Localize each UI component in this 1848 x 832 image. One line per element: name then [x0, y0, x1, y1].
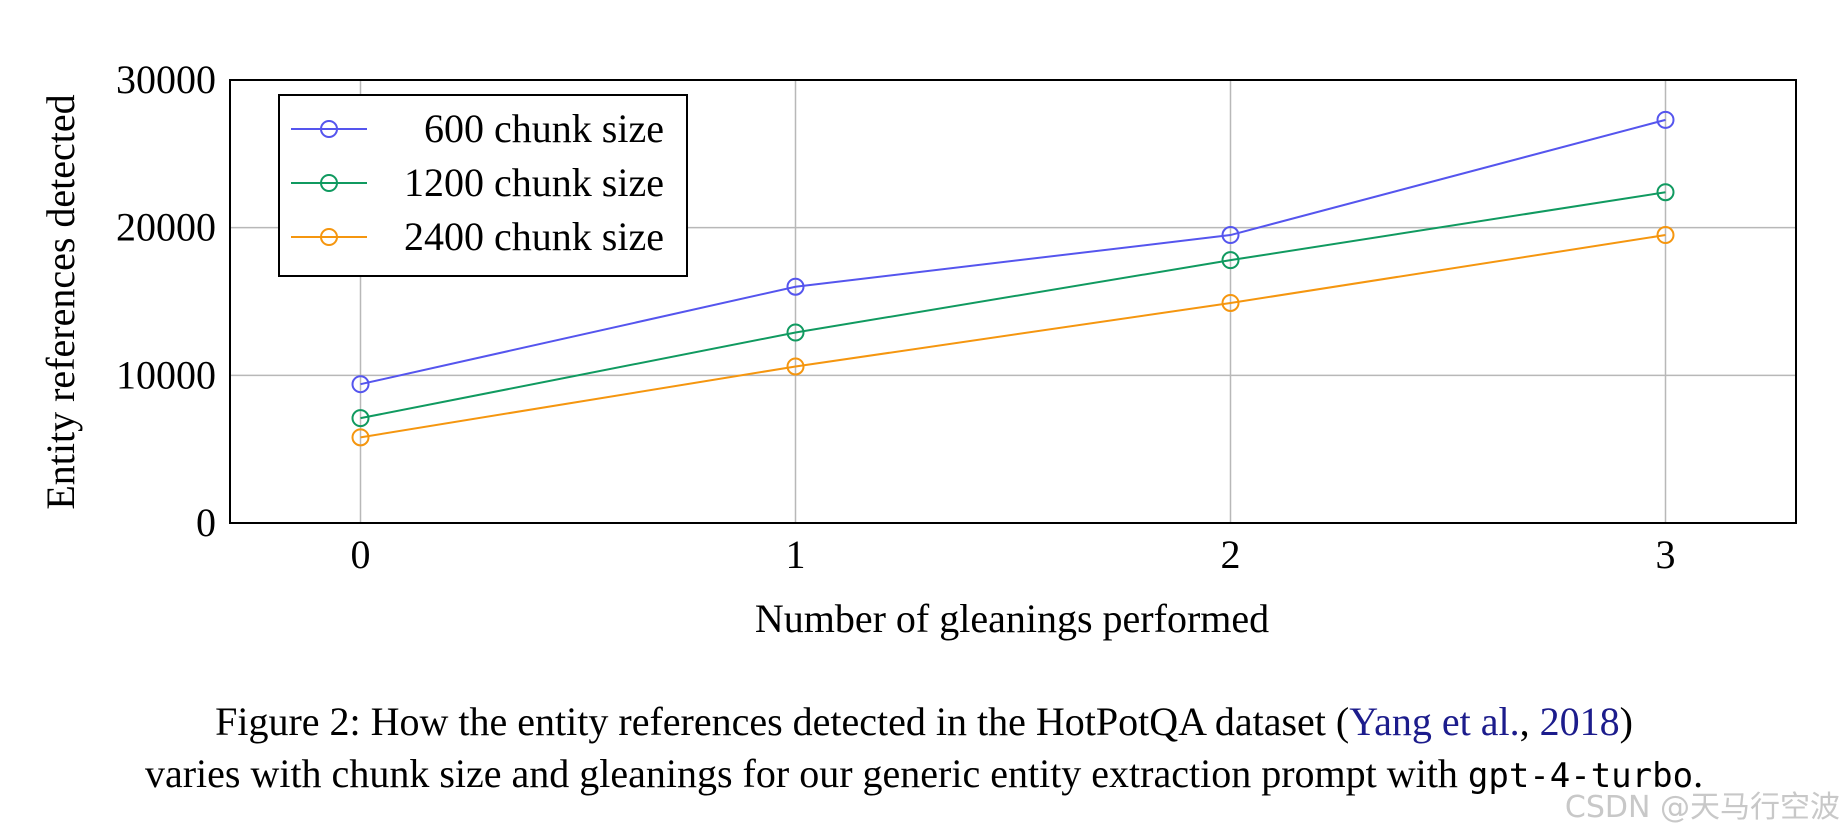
figure-caption-line-1: Figure 2: How the entity references dete… — [0, 696, 1848, 748]
data-point — [1656, 183, 1675, 202]
series-line — [360, 191, 1666, 420]
x-axis-label: Number of gleanings performed — [755, 596, 1269, 641]
data-point — [786, 323, 805, 342]
data-point — [351, 375, 370, 394]
legend-marker — [320, 120, 338, 138]
citation-year-link[interactable]: 2018 — [1539, 699, 1620, 744]
data-point — [1656, 110, 1675, 129]
y-tick-label: 10000 — [116, 352, 216, 397]
plot-frame — [229, 79, 1797, 524]
data-point — [1221, 293, 1240, 312]
data-point — [1221, 226, 1240, 245]
figure-caption-line-2: varies with chunk size and gleanings for… — [0, 748, 1848, 802]
legend-marker — [320, 228, 338, 246]
citation-authors-link[interactable]: Yang et al. — [1349, 699, 1520, 744]
caption-separator: , — [1519, 699, 1540, 744]
caption-close-paren: ) — [1619, 699, 1633, 744]
x-tick-labels: 0 1 2 3 — [351, 532, 1676, 577]
legend-box — [278, 94, 688, 277]
legend-label: 1200 chunk size — [404, 160, 664, 205]
data-point — [1221, 251, 1240, 270]
series-line — [360, 118, 1666, 386]
x-tick-label: 1 — [786, 532, 806, 577]
legend: 600 chunk size 1200 chunk size 2400 chunk … — [278, 94, 688, 277]
data-point — [351, 409, 370, 428]
data-point — [351, 428, 370, 447]
legend-label: 2400 chunk size — [404, 214, 664, 259]
caption-text: varies with chunk size and gleanings for… — [144, 751, 1468, 796]
x-tick-label: 0 — [351, 532, 371, 577]
y-tick-label: 30000 — [116, 57, 216, 102]
watermark: CSDN @天马行空波 — [1564, 790, 1840, 825]
x-tick-label: 2 — [1221, 532, 1241, 577]
legend-marker — [320, 174, 338, 192]
y-axis-label: Entity references detected — [38, 94, 83, 509]
caption-model-code: gpt-4-turbo — [1467, 756, 1694, 796]
series-layer — [351, 110, 1675, 447]
caption-prefix: Figure 2: How the entity references dete… — [215, 699, 1350, 744]
caption-period: . — [1693, 751, 1704, 796]
data-point — [1656, 226, 1675, 245]
data-point — [786, 357, 805, 376]
x-tick-label: 3 — [1656, 532, 1676, 577]
series-line — [360, 234, 1666, 439]
line-chart: 0 10000 20000 30000 0 1 2 3 600 chunk size 1200… — [38, 57, 1797, 641]
data-point — [786, 277, 805, 296]
y-tick-label: 20000 — [116, 205, 216, 250]
y-tick-labels: 0 10000 20000 30000 — [116, 57, 216, 545]
legend-label: 600 chunk size — [424, 106, 664, 151]
y-tick-label: 0 — [196, 500, 216, 545]
